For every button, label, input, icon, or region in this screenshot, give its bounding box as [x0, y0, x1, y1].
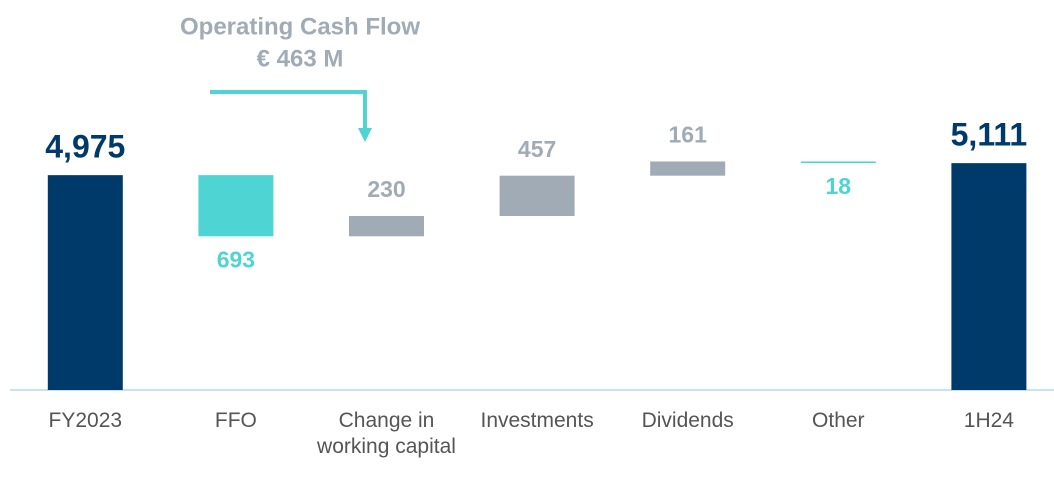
x-tick-label: Other [812, 409, 865, 432]
annotation-arrow [210, 90, 367, 130]
value-label: 161 [669, 122, 708, 148]
bar [800, 161, 876, 164]
value-label: 230 [367, 176, 405, 202]
arrow-head [358, 128, 372, 142]
bar [499, 175, 575, 216]
x-tick-label: 1H24 [963, 409, 1014, 432]
x-tick-label: Dividends [641, 409, 734, 432]
x-tick-label: FY2023 [48, 409, 123, 432]
bar [951, 163, 1027, 390]
value-label: 457 [518, 136, 556, 162]
bar [349, 216, 424, 237]
bar [650, 161, 726, 176]
x-tick-label: FFO [214, 409, 257, 432]
x-tick-label: Investments [480, 409, 594, 432]
bar [198, 175, 274, 237]
value-label: 4,975 [45, 129, 125, 165]
x-tick-label: Change in working capital [317, 409, 456, 458]
annotation: Operating Cash Flow [180, 13, 420, 40]
value-label: 5,111 [951, 117, 1028, 153]
value-label: 18 [826, 173, 852, 199]
bar [47, 175, 123, 390]
annotation: € 463 M [257, 45, 344, 72]
value-label: 693 [217, 246, 255, 272]
